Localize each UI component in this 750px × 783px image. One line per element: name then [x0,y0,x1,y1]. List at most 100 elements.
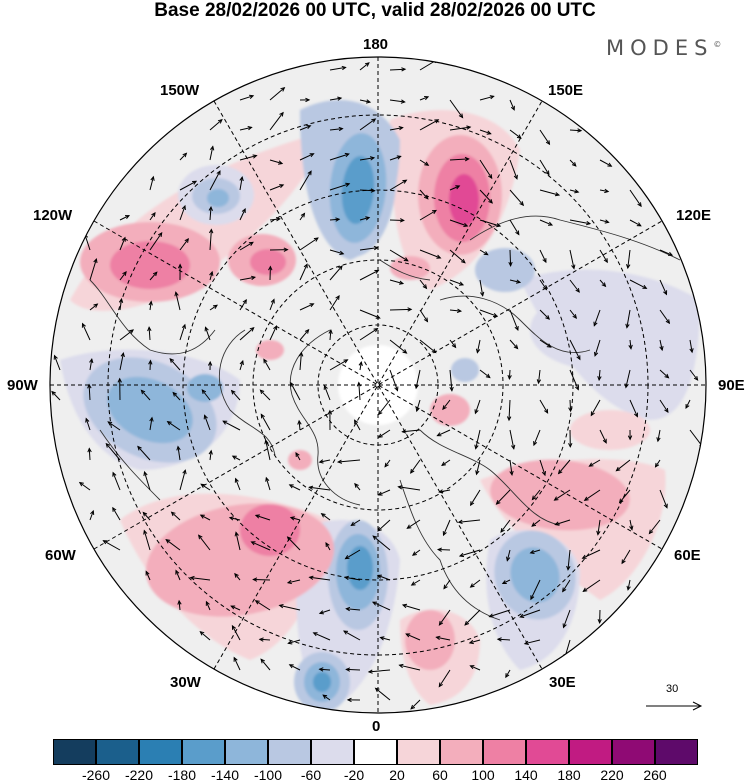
wind-vector-head [466,125,472,130]
wind-vector-head [464,156,470,162]
wind-vector-head [344,555,350,560]
wind-vector [470,579,481,588]
wind-vector-head [375,314,381,319]
wind-vector [479,189,493,204]
wind-vector-head [192,180,198,185]
wind-vector [343,630,361,641]
wind-vector [119,298,122,311]
wind-vector [474,399,481,414]
wind-vector [178,600,181,611]
wind-vector-head [394,386,399,392]
wind-vector [449,158,469,161]
wind-vector [269,159,283,164]
wind-vector [85,418,91,431]
wind-vector-head [514,325,519,332]
wind-vector-head [523,640,529,645]
wind-vector [119,237,126,251]
wind-vector [569,339,581,360]
wind-vector-head [358,360,363,367]
wind-vector-head [279,184,285,189]
wind-vector-head [143,529,148,535]
wind-vector-head [557,469,563,475]
wind-vector-head [318,667,324,672]
lon-label-180: 180 [363,36,389,53]
wind-vector-head [137,445,142,451]
wind-vector [621,549,631,564]
colorbar-swatch [354,739,397,765]
wind-vector [389,308,412,311]
wind-vector-head [396,155,402,160]
wind-vector-head [145,570,150,576]
wind-vector-head [384,462,389,468]
wind-vector [599,219,609,223]
wind-vector-head [338,265,343,271]
wind-vector-head [659,345,664,352]
colorbar-tick-label: 140 [514,767,538,783]
wind-vector [89,359,93,371]
wind-vector [260,658,271,671]
wind-vector-head [345,182,351,187]
wind-vector-head [501,580,507,584]
wind-vector-head [399,280,405,285]
wind-vector [438,609,451,626]
wind-vector-head [169,358,175,363]
wind-vector [298,420,301,431]
wind-vector [569,219,591,225]
wind-vector-head [574,189,580,194]
wind-vector-head [449,386,454,392]
wind-vector [329,330,332,341]
wind-vector [119,271,127,281]
wind-vector-head [85,417,90,423]
wind-vector [470,489,481,506]
wind-vector [530,579,541,600]
wind-vector-head [488,198,493,204]
wind-vector-head [148,300,153,306]
wind-vector-head [401,67,407,72]
wind-vector-head [278,160,284,165]
wind-vector [358,382,361,401]
wind-vector-head [283,247,289,252]
wind-vector [322,694,331,701]
wind-vector-head [181,204,186,211]
wind-vector [105,443,121,461]
wind-vector-head [252,577,258,582]
wind-vector [290,517,301,521]
wind-vector [569,369,579,390]
wind-vector-head [306,125,312,130]
wind-vector [231,625,241,641]
wind-vector-head [590,411,595,417]
wind-vector-head [374,687,380,693]
wind-vector-head [415,407,420,413]
wind-vector [149,271,158,281]
wind-vector-head [308,575,314,580]
wind-vector [269,184,284,191]
lon-label-90e: 90E [718,377,745,394]
wind-vector [265,440,271,461]
wind-vector-head [479,291,485,297]
wind-vector-head [474,444,479,450]
wind-vector-head [507,374,512,381]
wind-vector [399,664,421,671]
wind-vector [179,180,197,191]
wind-vector [599,189,609,192]
wind-vector [598,369,601,381]
wind-vector-head [335,294,340,300]
colorbar-swatch [311,739,354,765]
wind-vector [299,264,308,281]
wind-vector-head [93,303,99,308]
wind-vector-head [410,704,416,710]
wind-vector-head [545,140,551,146]
colorbar-swatch [612,739,655,765]
wind-vector-head [371,118,377,123]
wind-vector-head [290,381,295,387]
colorbar-swatch [655,739,698,765]
wind-vector-head [510,105,515,111]
wind-vector-head [376,574,382,579]
wind-vector [299,213,305,221]
wind-vector-head [239,175,244,182]
wind-vector [82,323,91,341]
wind-vector [239,276,255,281]
wind-vector-head [372,535,378,541]
wind-vector-head [143,470,148,477]
wind-vector [324,385,331,401]
